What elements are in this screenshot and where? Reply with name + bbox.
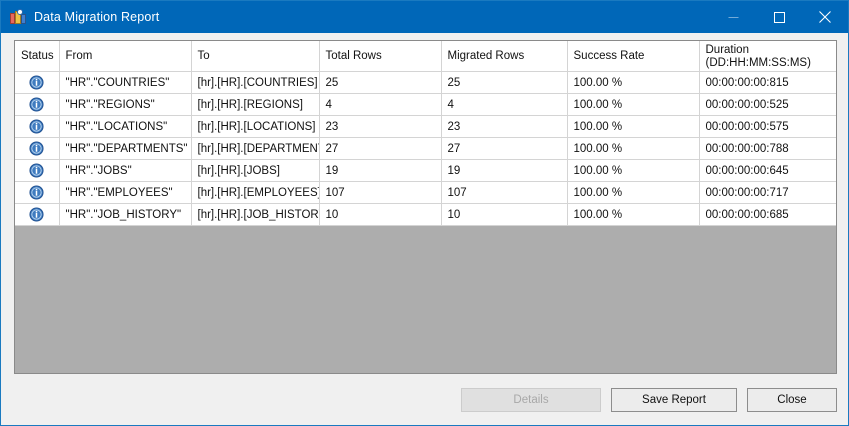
- table-row[interactable]: "HR"."JOBS" [hr].[HR].[JOBS] 19 19 100.00 % 0…: [15, 159, 836, 182]
- cell-total-rows: 25: [319, 71, 442, 94]
- cell-migrated-rows: 25: [441, 71, 568, 94]
- cell-migrated-rows: 4: [441, 93, 568, 116]
- cell-duration: 00:00:00:00:788: [699, 137, 836, 160]
- cell-to: [hr].[HR].[JOB_HISTORY]: [191, 203, 320, 226]
- dialog-content: Status From To Total Rows Migrated Rows …: [1, 33, 848, 425]
- cell-migrated-rows: 23: [441, 115, 568, 138]
- window-title: Data Migration Report: [34, 10, 160, 24]
- cell-from: "HR"."JOB_HISTORY": [59, 203, 192, 226]
- cell-success-rate: 100.00 %: [567, 203, 700, 226]
- close-icon[interactable]: [802, 1, 848, 33]
- column-header-to[interactable]: To: [191, 41, 320, 72]
- cell-total-rows: 19: [319, 159, 442, 182]
- window-controls: [710, 1, 848, 33]
- table-header-row: Status From To Total Rows Migrated Rows …: [15, 41, 836, 72]
- table-row[interactable]: "HR"."DEPARTMENTS"[hr].[HR].[DEPARTMENTS…: [15, 137, 836, 160]
- bar-chart-icon: [10, 9, 26, 25]
- cell-to: [hr].[HR].[COUNTRIES]: [191, 71, 320, 94]
- cell-total-rows: 27: [319, 137, 442, 160]
- migration-table: Status From To Total Rows Migrated Rows …: [15, 41, 836, 226]
- info-icon: [15, 137, 60, 160]
- close-button[interactable]: Close: [747, 388, 837, 412]
- cell-to: [hr].[HR].[LOCATIONS]: [191, 115, 320, 138]
- table-row[interactable]: "HR"."JOB_HISTORY" [hr].[HR].[JOB_HISTORY…: [15, 203, 836, 226]
- cell-to: [hr].[HR].[EMPLOYEES]: [191, 181, 320, 204]
- cell-success-rate: 100.00 %: [567, 115, 700, 138]
- cell-from: "HR"."JOBS": [59, 159, 192, 182]
- column-header-from[interactable]: From: [59, 41, 192, 72]
- cell-to: [hr].[HR].[DEPARTMENTS]: [191, 137, 320, 160]
- dialog-button-bar: Details Save Report Close: [1, 388, 848, 412]
- details-button[interactable]: Details: [461, 388, 601, 412]
- cell-duration: 00:00:00:00:815: [699, 71, 836, 94]
- cell-to: [hr].[HR].[REGIONS]: [191, 93, 320, 116]
- info-icon: [15, 93, 60, 116]
- cell-from: "HR"."EMPLOYEES": [59, 181, 192, 204]
- table-row[interactable]: "HR"."LOCATIONS" [hr].[HR].[LOCATIONS] 23 2…: [15, 115, 836, 138]
- cell-duration: 00:00:00:00:645: [699, 159, 836, 182]
- minimize-icon[interactable]: [710, 1, 756, 33]
- table-row[interactable]: "HR"."REGIONS" [hr].[HR].[REGIONS] 4 4 100.0…: [15, 93, 836, 116]
- column-header-status[interactable]: Status: [15, 41, 60, 72]
- cell-duration: 00:00:00:00:575: [699, 115, 836, 138]
- info-icon: [15, 181, 60, 204]
- info-icon: [15, 115, 60, 138]
- cell-success-rate: 100.00 %: [567, 93, 700, 116]
- info-icon: [15, 71, 60, 94]
- cell-total-rows: 23: [319, 115, 442, 138]
- table-body: "HR"."COUNTRIES" [hr].[HR].[COUNTRIES] 25 2…: [15, 71, 836, 226]
- cell-from: "HR"."LOCATIONS": [59, 115, 192, 138]
- column-header-duration-line2: (DD:HH:MM:SS:MS): [705, 56, 811, 69]
- cell-success-rate: 100.00 %: [567, 159, 700, 182]
- cell-duration: 00:00:00:00:685: [699, 203, 836, 226]
- column-header-duration[interactable]: Duration (DD:HH:MM:SS:MS): [699, 41, 836, 72]
- title-bar: Data Migration Report: [1, 1, 848, 33]
- cell-total-rows: 107: [319, 181, 442, 204]
- cell-migrated-rows: 27: [441, 137, 568, 160]
- column-header-success-rate[interactable]: Success Rate: [567, 41, 700, 72]
- info-icon: [15, 203, 60, 226]
- migration-results-grid[interactable]: Status From To Total Rows Migrated Rows …: [14, 40, 837, 374]
- cell-success-rate: 100.00 %: [567, 71, 700, 94]
- table-header: Status From To Total Rows Migrated Rows …: [15, 41, 836, 72]
- info-icon: [15, 159, 60, 182]
- cell-success-rate: 100.00 %: [567, 181, 700, 204]
- cell-migrated-rows: 10: [441, 203, 568, 226]
- table-row[interactable]: "HR"."EMPLOYEES" [hr].[HR].[EMPLOYEES] 107…: [15, 181, 836, 204]
- cell-duration: 00:00:00:00:717: [699, 181, 836, 204]
- cell-from: "HR"."COUNTRIES": [59, 71, 192, 94]
- table-row[interactable]: "HR"."COUNTRIES" [hr].[HR].[COUNTRIES] 25 2…: [15, 71, 836, 94]
- column-header-duration-line1: Duration: [705, 44, 749, 56]
- maximize-icon[interactable]: [756, 1, 802, 33]
- cell-to: [hr].[HR].[JOBS]: [191, 159, 320, 182]
- column-header-total-rows[interactable]: Total Rows: [319, 41, 442, 72]
- cell-from: "HR"."DEPARTMENTS": [59, 137, 192, 160]
- cell-success-rate: 100.00 %: [567, 137, 700, 160]
- save-report-button[interactable]: Save Report: [611, 388, 737, 412]
- cell-total-rows: 10: [319, 203, 442, 226]
- cell-migrated-rows: 107: [441, 181, 568, 204]
- cell-duration: 00:00:00:00:525: [699, 93, 836, 116]
- cell-total-rows: 4: [319, 93, 442, 116]
- column-header-migrated-rows[interactable]: Migrated Rows: [441, 41, 568, 72]
- cell-migrated-rows: 19: [441, 159, 568, 182]
- cell-from: "HR"."REGIONS": [59, 93, 192, 116]
